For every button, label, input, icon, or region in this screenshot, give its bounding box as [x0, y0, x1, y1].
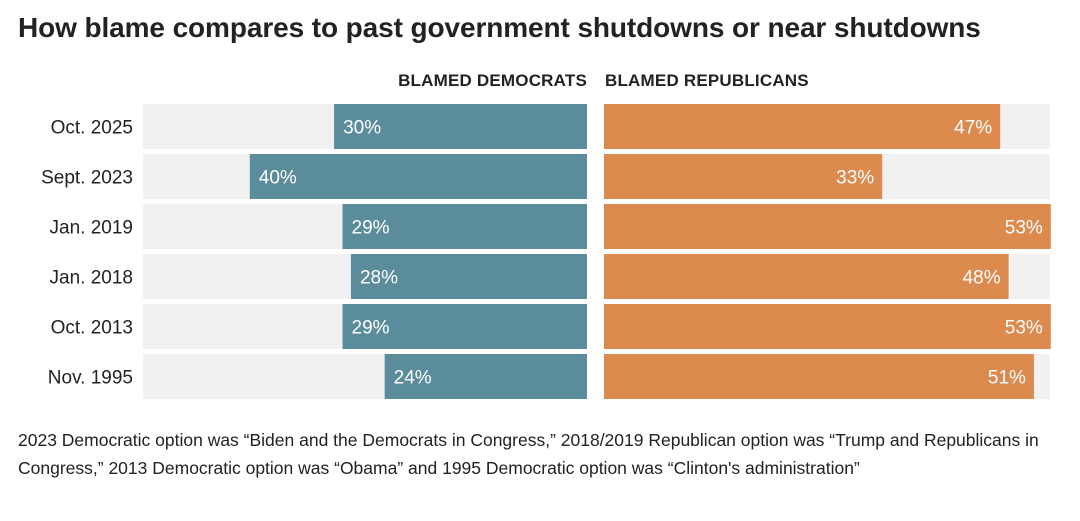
data-label-republicans: 53% [1005, 318, 1043, 339]
bar-democrats-nov-1995 [384, 354, 587, 399]
bar-republicans-nov-1995 [604, 354, 1034, 399]
data-label-republicans: 53% [1005, 218, 1043, 239]
bar-democrats-jan-2019 [342, 204, 587, 249]
data-label-democrats: 30% [343, 118, 381, 139]
data-label-democrats: 40% [259, 168, 297, 189]
bar-democrats-sept-2023 [249, 154, 588, 199]
bar-republicans-jan-2018 [604, 254, 1009, 299]
category-label: Oct. 2025 [51, 118, 133, 139]
bar-democrats-oct-2025 [334, 104, 587, 149]
footnote: 2023 Democratic option was “Biden and th… [18, 430, 1039, 478]
data-label-democrats: 29% [352, 318, 390, 339]
category-label: Nov. 1995 [48, 368, 133, 389]
bar-republicans-oct-2025 [604, 104, 1001, 149]
bar-republicans-oct-2013 [604, 304, 1051, 349]
data-label-democrats: 28% [360, 268, 398, 289]
bar-democrats-oct-2013 [342, 304, 587, 349]
data-label-republicans: 47% [954, 118, 992, 139]
republicans-column-header: BLAMED REPUBLICANS [605, 71, 809, 90]
bar-republicans-sept-2023 [604, 154, 883, 199]
democrats-column-header: BLAMED DEMOCRATS [398, 71, 587, 90]
data-label-republicans: 48% [963, 268, 1001, 289]
data-label-republicans: 51% [988, 368, 1026, 389]
category-label: Jan. 2018 [50, 268, 133, 289]
diverging-bar-chart: Oct. 2025 30% 47% Sept. 2023 40% 33% Jan. 2019… [41, 104, 1051, 399]
bar-democrats-jan-2018 [350, 254, 587, 299]
category-label: Oct. 2013 [51, 318, 133, 339]
category-label: Jan. 2019 [50, 218, 133, 239]
data-label-republicans: 33% [836, 168, 874, 189]
data-label-democrats: 24% [394, 368, 432, 389]
category-label: Sept. 2023 [41, 168, 133, 189]
bar-republicans-jan-2019 [604, 204, 1051, 249]
chart-title: How blame compares to past government sh… [18, 12, 981, 43]
data-label-democrats: 29% [352, 218, 390, 239]
